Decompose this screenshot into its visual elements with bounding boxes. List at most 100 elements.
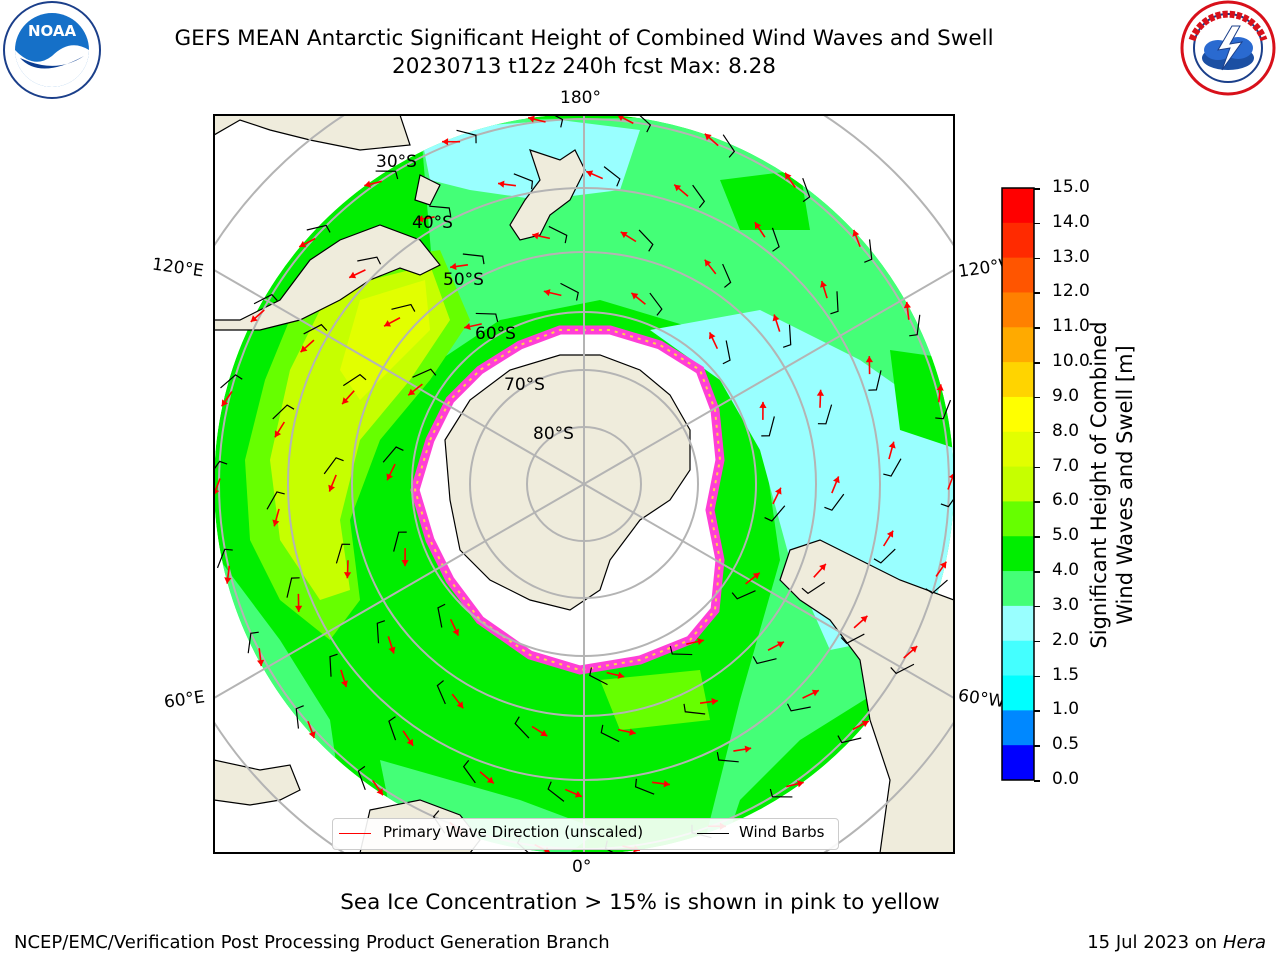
wind-barb (752, 656, 777, 665)
wave-arrow-head (384, 320, 392, 327)
lat-label-30s: 30°S (376, 152, 417, 172)
wind-barb (214, 460, 228, 471)
wind-barb (514, 716, 530, 739)
colorbar-tick-mark (1034, 501, 1040, 503)
wind-barb (802, 177, 811, 203)
wave-direction-arrows (214, 115, 954, 853)
wind-barb (840, 633, 865, 645)
wave-arrow-head (629, 728, 636, 736)
colorbar-segment (1002, 536, 1034, 572)
colorbar-segment (1002, 745, 1034, 781)
wave-arrow-head (774, 487, 782, 495)
wave-arrow-head (865, 356, 874, 363)
wind-barb (547, 781, 565, 802)
wind-barb (436, 680, 446, 705)
colorbar-tick-label: 0.5 (1052, 734, 1080, 755)
lat-label-70s: 70°S (504, 375, 545, 395)
colorbar-tick-mark (1034, 396, 1040, 399)
graticule (214, 115, 954, 853)
wave-arrow-head (543, 847, 551, 853)
wave-arrow-head (300, 345, 308, 353)
wave-arrow-head (343, 572, 352, 579)
wind-barb (716, 752, 739, 763)
wave-arrow-head (299, 240, 307, 248)
map-legend: Primary Wave Direction (unscaled) Wind B… (332, 818, 839, 850)
wave-arrow-head (708, 332, 716, 340)
wind-barb (634, 778, 655, 795)
colorbar-tick-label: 0.0 (1052, 769, 1080, 789)
wave-arrow-head (274, 430, 282, 438)
chart-title-line1: GEFS MEAN Antarctic Significant Height o… (174, 26, 994, 51)
colorbar-tick-label: 10.0 (1052, 351, 1090, 372)
colorbar-label-line1: Significant Height of Combined (1087, 321, 1111, 649)
colorbar-tick-label: 6.0 (1052, 490, 1080, 511)
wave-arrow-head (272, 519, 280, 527)
wave-arrow-head (785, 172, 792, 180)
wave-arrow-head (528, 115, 535, 123)
wave-arrow-head (860, 615, 868, 623)
colorbar-segment (1002, 675, 1034, 711)
wave-arrow-head (704, 259, 712, 267)
colorbar-label-line2: Wind Waves and Swell [m] (1113, 345, 1137, 625)
wind-barb (824, 493, 845, 511)
wind-barb (649, 292, 663, 316)
wave-arrow-head (574, 790, 582, 798)
wave-arrow-head (631, 292, 639, 300)
colorbar-segment (1002, 327, 1034, 363)
wind-barb (388, 716, 397, 741)
wave-arrow-head (886, 530, 894, 538)
wave-arrow-head (224, 577, 232, 584)
colorbar-segment (1002, 222, 1034, 259)
colorbar-tick-label: 1.5 (1052, 664, 1080, 685)
wind-barb (603, 166, 621, 187)
wind-barb (323, 457, 344, 475)
wind-barb (375, 170, 399, 180)
colorbar-tick-mark (1034, 780, 1040, 782)
colorbar-tick-label: 9.0 (1052, 385, 1080, 406)
wave-arrow-head (939, 561, 947, 569)
wave-arrow-head (744, 745, 752, 753)
wind-barb (456, 129, 477, 144)
land-masses (214, 115, 954, 853)
colorbar-tick-mark (1034, 745, 1040, 747)
wind-barb (600, 724, 620, 743)
wind-barb (909, 314, 921, 337)
wind-barb (412, 368, 437, 378)
colorbar-segment (1002, 396, 1034, 433)
colorbar-tick-mark (1034, 362, 1040, 364)
colorbar-tick-mark (1034, 431, 1040, 434)
wind-barb (560, 282, 579, 301)
wind-barb (295, 705, 304, 729)
wind-barb (771, 227, 780, 252)
wave-arrow-head (772, 314, 780, 322)
wave-arrow-head (342, 397, 349, 405)
colorbar-tick-mark (1034, 571, 1040, 573)
wind-barb (357, 256, 382, 265)
colorbar-tick-mark (1034, 292, 1040, 294)
wave-arrow-head (663, 780, 670, 788)
wave-arrow-head (250, 315, 258, 322)
wave-arrow-head (328, 484, 335, 492)
colorbar-tick-mark (1034, 327, 1040, 329)
colorbar-tick-label: 2.0 (1052, 629, 1080, 650)
wave-arrow-head (388, 646, 396, 654)
colorbar-tick-mark (1034, 536, 1040, 538)
wave-arrow-head (816, 389, 825, 396)
wave-direction-swatch (339, 833, 371, 834)
wind-barb (462, 760, 476, 784)
wave-arrow-head (852, 229, 860, 237)
wave-arrow-head (833, 476, 840, 484)
footer-branch: NCEP/EMC/Verification Post Processing Pr… (14, 932, 610, 953)
wind-barb (801, 581, 826, 595)
colorbar-segment (1002, 466, 1034, 502)
wave-arrow-head (214, 489, 220, 496)
colorbar-tick-mark (1034, 710, 1040, 712)
wind-barbs (214, 115, 954, 853)
wind-barb-swatch (697, 833, 729, 834)
wave-arrow-head (376, 788, 383, 796)
wave-arrow-head (308, 731, 316, 739)
wind-barb (722, 134, 736, 158)
colorbar (1001, 187, 1035, 781)
wind-barb (864, 239, 873, 263)
